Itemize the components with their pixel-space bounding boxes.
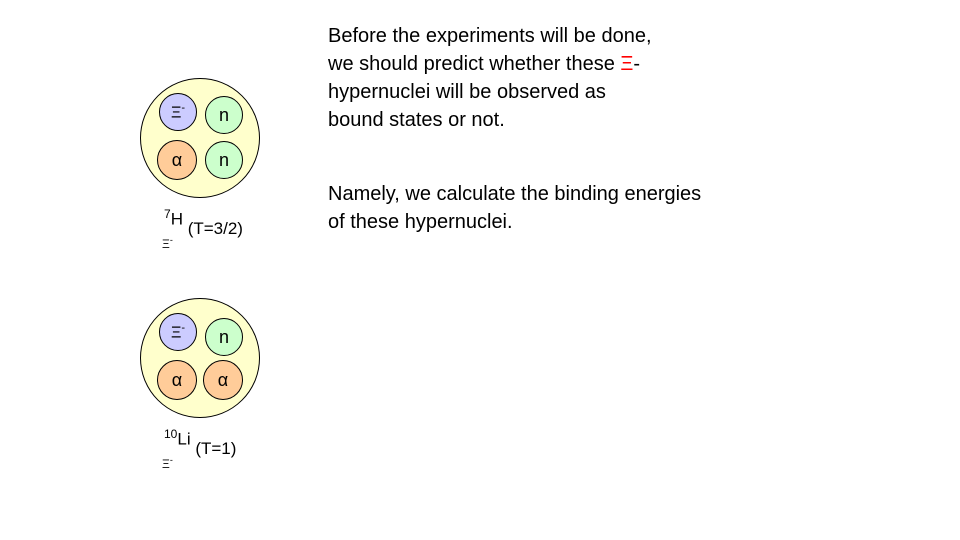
p1-l2a: we should predict whether these bbox=[328, 53, 620, 75]
nucleus-10li: Ξ-nαα 10LiΞ- (T=1) bbox=[140, 298, 300, 478]
particle-xi: Ξ- bbox=[159, 313, 197, 351]
p2-l2: of these hypernuclei. bbox=[328, 211, 513, 233]
p1-l3: hypernuclei will be observed as bbox=[328, 81, 606, 103]
particle-n: n bbox=[205, 318, 243, 356]
particle-alpha: α bbox=[157, 140, 197, 180]
particle-alpha2: α bbox=[203, 360, 243, 400]
nucleus-label: 7HΞ- (T=3/2) bbox=[164, 208, 243, 245]
xi-red-inline: Ξ bbox=[620, 53, 633, 75]
p1-l2b: - bbox=[633, 53, 640, 75]
nucleus-shell bbox=[140, 298, 260, 418]
particle-n2: n bbox=[205, 141, 243, 179]
p1-l4: bound states or not. bbox=[328, 109, 505, 131]
p2-l1: Namely, we calculate the binding energie… bbox=[328, 183, 701, 205]
particle-xi: Ξ- bbox=[159, 93, 197, 131]
nucleus-7h: Ξ-nαn 7HΞ- (T=3/2) bbox=[140, 78, 300, 258]
particle-n1: n bbox=[205, 96, 243, 134]
paragraph-2: Namely, we calculate the binding energie… bbox=[328, 180, 701, 236]
nucleus-shell bbox=[140, 78, 260, 198]
p1-l1: Before the experiments will be done, bbox=[328, 25, 652, 47]
particle-alpha1: α bbox=[157, 360, 197, 400]
paragraph-1: Before the experiments will be done, we … bbox=[328, 22, 652, 134]
nucleus-label: 10LiΞ- (T=1) bbox=[164, 428, 236, 465]
